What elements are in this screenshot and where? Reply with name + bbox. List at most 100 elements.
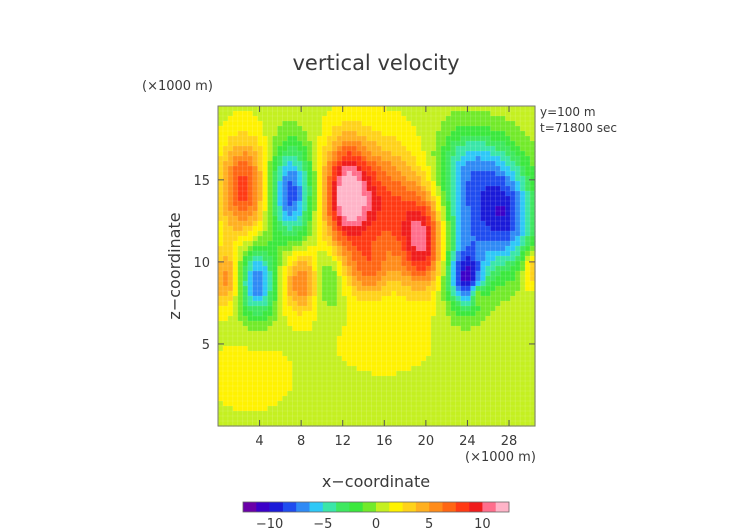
heatmap-cell (322, 276, 328, 282)
heatmap-cell (386, 316, 392, 322)
heatmap-cell (530, 141, 536, 147)
heatmap-cell (485, 421, 492, 427)
heatmap-cell (336, 186, 343, 192)
heatmap-cell (242, 161, 249, 167)
heatmap-cell (401, 266, 407, 272)
heatmap-cell (376, 376, 383, 382)
heatmap-cell (505, 106, 511, 112)
heatmap-cell (416, 296, 422, 302)
y-tick-label: 5 (202, 338, 210, 353)
heatmap-cell (435, 326, 442, 332)
heatmap-cell (450, 311, 457, 317)
heatmap-cell (257, 106, 264, 112)
heatmap-cell (505, 266, 511, 272)
heatmap-cell (460, 301, 467, 307)
heatmap-cell (391, 361, 397, 367)
heatmap-cell (430, 266, 437, 272)
heatmap-cell (421, 366, 427, 372)
heatmap-cell (297, 236, 303, 242)
heatmap-cell (237, 181, 244, 187)
heatmap-cell (475, 146, 482, 152)
heatmap-cell (252, 296, 259, 302)
heatmap-cell (351, 411, 358, 417)
heatmap-cell (495, 196, 501, 202)
heatmap-cell (371, 236, 378, 242)
heatmap-cell (401, 416, 407, 422)
heatmap-cell (500, 366, 506, 372)
heatmap-cell (317, 196, 323, 202)
heatmap-cell (272, 271, 279, 277)
heatmap-cell (500, 211, 506, 217)
heatmap-cell (346, 381, 353, 387)
heatmap-cell (292, 356, 298, 362)
heatmap-cell (455, 151, 462, 157)
heatmap-cell (267, 361, 274, 367)
heatmap-cell (510, 311, 516, 317)
heatmap-cell (505, 366, 511, 372)
heatmap-cell (351, 336, 358, 342)
heatmap-cell (435, 186, 442, 192)
heatmap-cell (515, 131, 521, 137)
heatmap-cell (495, 231, 501, 237)
heatmap-cell (391, 106, 397, 112)
heatmap-cell (515, 411, 521, 417)
heatmap-cell (450, 191, 457, 197)
heatmap-cell (302, 201, 308, 207)
heatmap-cell (460, 186, 467, 192)
heatmap-cell (277, 396, 283, 402)
heatmap-cell (426, 241, 432, 247)
heatmap-cell (326, 271, 333, 277)
heatmap-cell (242, 156, 249, 162)
heatmap-cell (520, 381, 526, 387)
heatmap-cell (495, 296, 501, 302)
heatmap-cell (237, 311, 244, 317)
heatmap-cell (505, 141, 511, 147)
heatmap-cell (401, 116, 407, 122)
heatmap-cell (227, 141, 234, 147)
heatmap-cell (257, 341, 264, 347)
heatmap-cell (480, 141, 487, 147)
heatmap-cell (510, 356, 516, 362)
heatmap-cell (435, 121, 442, 127)
heatmap-cell (376, 286, 383, 292)
heatmap-cell (257, 111, 264, 117)
heatmap-cell (222, 396, 229, 402)
heatmap-cell (475, 376, 482, 382)
heatmap-cell (411, 146, 417, 152)
heatmap-cell (277, 386, 283, 392)
heatmap-cell (411, 361, 417, 367)
heatmap-cell (277, 331, 283, 337)
heatmap-cell (272, 306, 279, 312)
heatmap-cell (237, 116, 244, 122)
heatmap-cell (326, 206, 333, 212)
heatmap-cell (520, 336, 526, 342)
heatmap-cell (262, 356, 269, 362)
heatmap-cell (396, 251, 402, 257)
heatmap-cell (470, 301, 477, 307)
heatmap-cell (495, 221, 501, 227)
heatmap-cell (416, 191, 422, 197)
heatmap-cell (351, 331, 358, 337)
heatmap-cell (302, 416, 308, 422)
heatmap-cell (322, 416, 328, 422)
heatmap-cell (450, 411, 457, 417)
heatmap-cell (227, 186, 234, 192)
heatmap-cell (406, 341, 412, 347)
heatmap-cell (470, 321, 477, 327)
heatmap-cell (282, 256, 288, 262)
heatmap-cell (401, 386, 407, 392)
heatmap-cell (525, 191, 531, 197)
heatmap-cell (401, 196, 407, 202)
heatmap-cell (292, 281, 298, 287)
heatmap-cell (530, 331, 536, 337)
heatmap-cell (421, 391, 427, 397)
heatmap-cell (257, 376, 264, 382)
heatmap-cell (495, 136, 501, 142)
heatmap-cell (282, 346, 288, 352)
colorbar-swatch (469, 502, 483, 512)
heatmap-cell (361, 246, 368, 252)
heatmap-cell (455, 326, 462, 332)
heatmap-cell (257, 326, 264, 332)
heatmap-cell (331, 116, 338, 122)
heatmap-cell (490, 281, 496, 287)
